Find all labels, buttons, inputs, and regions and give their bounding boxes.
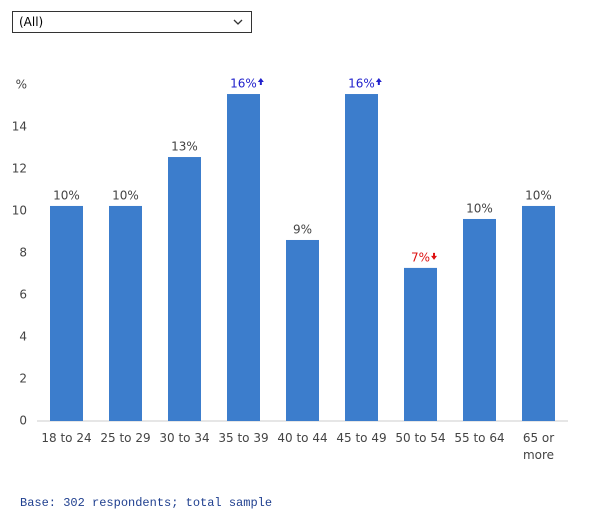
x-tick-label: 30 to 34: [159, 431, 210, 445]
y-tick-label: 14: [12, 120, 27, 134]
bar: [168, 157, 201, 421]
bar: [522, 205, 555, 421]
bar: [109, 205, 142, 421]
y-tick-label: 0: [19, 414, 27, 428]
dropdown-value: (All): [19, 15, 44, 29]
x-tick-label: 18 to 24: [41, 431, 92, 445]
bar: [286, 239, 319, 421]
value-label: 10%: [112, 188, 139, 202]
x-tick-label: 35 to 39: [218, 431, 269, 445]
x-tick-label: 65 or more: [522, 431, 555, 462]
value-label: 16%: [230, 77, 257, 91]
y-tick-label: 12: [12, 162, 27, 176]
value-label: 10%: [525, 188, 552, 202]
bar: [404, 267, 437, 421]
y-tick-label: 6: [19, 288, 27, 302]
x-tick-label: 25 to 29: [100, 431, 151, 445]
bar: [227, 94, 260, 421]
x-tick-label: 40 to 44: [277, 431, 328, 445]
x-tick-label: 55 to 64: [454, 431, 505, 445]
y-tick-label: 2: [19, 372, 27, 386]
value-label: 7%: [411, 250, 430, 264]
significance-arrow: [431, 252, 438, 260]
value-label: 10%: [53, 188, 80, 202]
x-tick-label: 45 to 49: [336, 431, 387, 445]
dropdown-arrow: [233, 19, 243, 25]
value-label: 9%: [293, 222, 312, 236]
y-axis-label: %: [16, 78, 27, 92]
filter-dropdown[interactable]: (All): [12, 11, 252, 33]
bar: [345, 94, 378, 421]
y-tick-label: 10: [12, 204, 27, 218]
chart: % 0 2 4 6 8 10 12 14 10% 10% 13% 16% 9% 16% 7% 10% 10%: [12, 77, 568, 428]
y-tick-label: 4: [19, 330, 27, 344]
value-label: 10%: [466, 201, 493, 215]
significance-arrow: [257, 78, 264, 86]
x-tick-label: 50 to 54: [395, 431, 446, 445]
significance-arrow: [375, 78, 382, 86]
y-tick-label: 8: [19, 246, 27, 260]
value-label: 16%: [348, 77, 375, 91]
bar: [463, 218, 496, 421]
footer: Base: 302 respondents; total sample: [20, 496, 273, 510]
bar: [50, 205, 83, 421]
value-label: 13%: [171, 140, 198, 154]
